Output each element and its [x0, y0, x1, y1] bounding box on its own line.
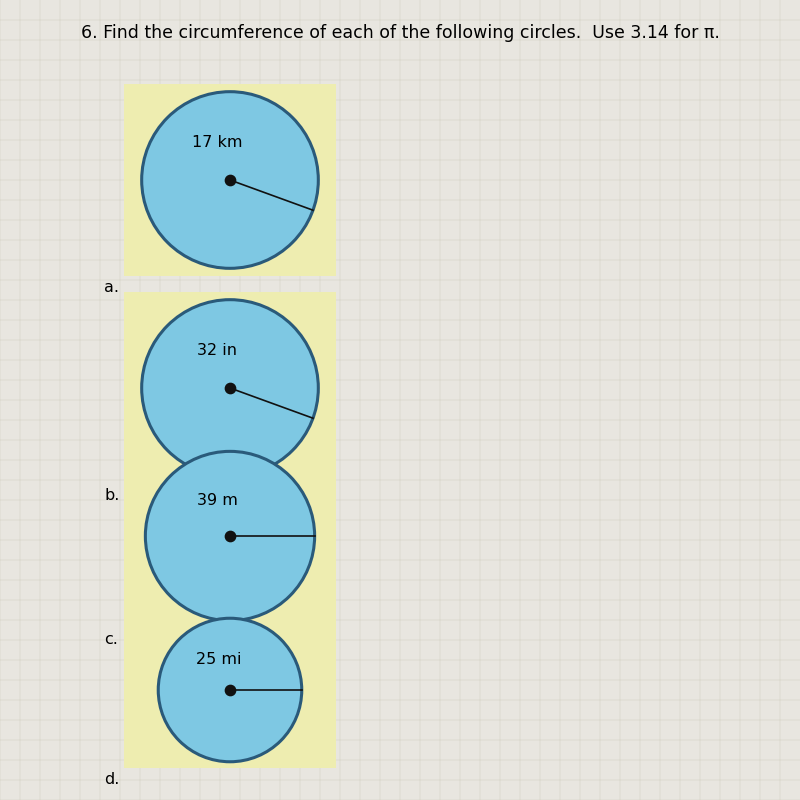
- Ellipse shape: [142, 300, 318, 476]
- Text: 32 in: 32 in: [197, 343, 237, 358]
- Point: [223, 174, 237, 186]
- Text: d.: d.: [104, 772, 119, 787]
- Point: [223, 683, 237, 696]
- Point: [223, 382, 237, 394]
- Text: a.: a.: [104, 280, 119, 295]
- Text: c.: c.: [104, 632, 118, 647]
- Text: b.: b.: [104, 488, 119, 503]
- Bar: [124, 612, 336, 768]
- Ellipse shape: [146, 451, 314, 621]
- Text: 17 km: 17 km: [191, 135, 242, 150]
- Ellipse shape: [142, 92, 318, 268]
- Bar: [124, 292, 336, 484]
- Bar: [124, 84, 336, 276]
- Text: 39 m: 39 m: [197, 493, 238, 508]
- Text: 25 mi: 25 mi: [197, 652, 242, 667]
- Text: 6. Find the circumference of each of the following circles.  Use 3.14 for π.: 6. Find the circumference of each of the…: [81, 24, 719, 42]
- Bar: [124, 444, 336, 628]
- Ellipse shape: [158, 618, 302, 762]
- Point: [223, 530, 237, 542]
